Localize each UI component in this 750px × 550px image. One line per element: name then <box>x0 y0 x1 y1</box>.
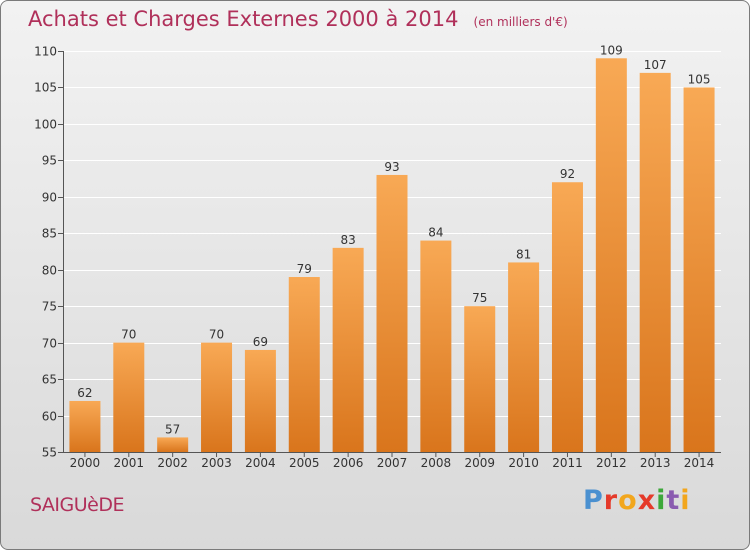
bar <box>288 277 320 452</box>
bar <box>201 342 233 452</box>
data-label: 109 <box>600 43 623 57</box>
y-tick-label: 90 <box>42 191 57 205</box>
bar <box>683 87 715 453</box>
y-tick-label: 95 <box>42 154 57 168</box>
x-tick-label: 2001 <box>114 456 145 470</box>
data-label: 81 <box>516 247 531 261</box>
bars <box>69 58 715 453</box>
labels: 55 60 65 70 75 80 85 90 95 100 105 110 62 2000 70 2001 5… <box>34 43 714 470</box>
bar <box>508 262 540 452</box>
bar <box>551 182 583 452</box>
title-row: Achats et Charges Externes 2000 à 2014 (… <box>28 7 568 31</box>
data-label: 79 <box>297 262 312 276</box>
bar <box>113 342 145 452</box>
x-tick-label: 2000 <box>70 456 101 470</box>
data-label: 75 <box>472 291 487 305</box>
data-label: 70 <box>121 328 136 342</box>
x-tick-label: 2007 <box>377 456 408 470</box>
bar <box>464 306 496 452</box>
x-tick-label: 2014 <box>684 456 715 470</box>
chart-title: Achats et Charges Externes 2000 à 2014 <box>28 7 459 31</box>
x-tick-label: 2009 <box>464 456 495 470</box>
bar <box>639 72 671 452</box>
y-tick-label: 80 <box>42 264 57 278</box>
proxiti-logo[interactable]: Proxiti <box>583 485 691 516</box>
data-label: 92 <box>560 167 575 181</box>
bar <box>244 349 276 452</box>
y-tick-label: 55 <box>42 446 57 460</box>
data-label: 62 <box>77 386 92 400</box>
data-label: 93 <box>384 160 399 174</box>
y-tick-label: 65 <box>42 373 57 387</box>
bar <box>332 247 364 452</box>
y-tick-label: 100 <box>34 118 57 132</box>
bar <box>595 58 627 453</box>
x-tick-label: 2011 <box>552 456 583 470</box>
bar <box>69 400 101 452</box>
town-name: SAIGUèDE <box>30 494 124 516</box>
y-tick-label: 110 <box>34 45 57 59</box>
x-tick-label: 2012 <box>596 456 627 470</box>
data-label: 105 <box>688 72 711 86</box>
x-tick-label: 2005 <box>289 456 320 470</box>
y-tick-label: 60 <box>42 410 57 424</box>
data-label: 57 <box>165 422 180 436</box>
x-tick-label: 2010 <box>508 456 539 470</box>
data-label: 84 <box>428 226 443 240</box>
bar <box>157 437 189 452</box>
bar <box>420 240 452 452</box>
x-tick-label: 2013 <box>640 456 671 470</box>
x-tick-label: 2004 <box>245 456 276 470</box>
axes <box>58 51 721 457</box>
y-tick-label: 75 <box>42 300 57 314</box>
chart-subtitle: (en milliers d'€) <box>473 15 568 29</box>
x-tick-label: 2003 <box>201 456 232 470</box>
x-tick-label: 2006 <box>333 456 364 470</box>
y-tick-label: 85 <box>42 227 57 241</box>
data-label: 83 <box>340 233 355 247</box>
x-tick-label: 2002 <box>157 456 188 470</box>
y-tick-label: 105 <box>34 81 57 95</box>
x-tick-label: 2008 <box>421 456 452 470</box>
data-label: 107 <box>644 58 667 72</box>
data-label: 70 <box>209 328 224 342</box>
bar <box>376 174 408 453</box>
data-label: 69 <box>253 335 268 349</box>
y-tick-label: 70 <box>42 337 57 351</box>
